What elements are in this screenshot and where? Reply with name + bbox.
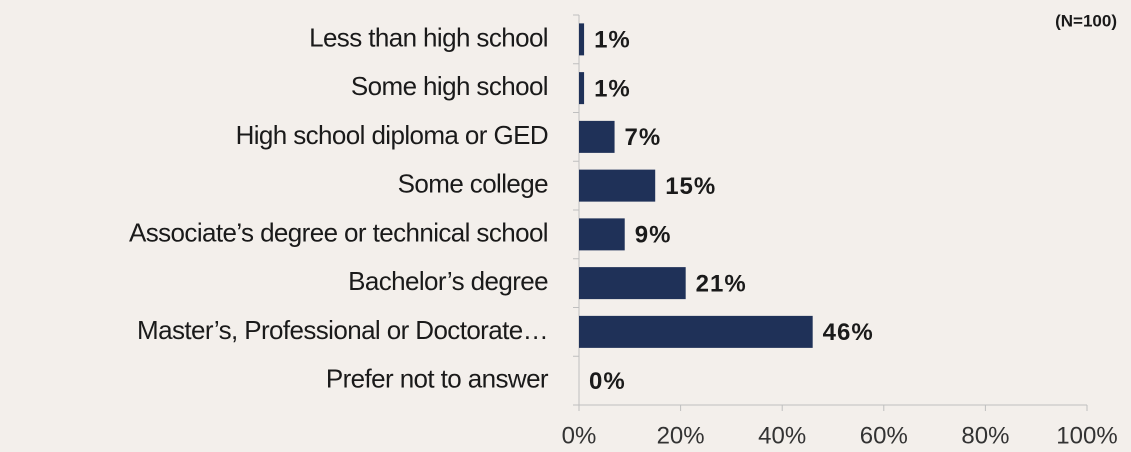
x-tick-label: 0% (562, 422, 597, 449)
value-label: 9% (635, 222, 672, 249)
category-label: Master’s, Professional or Doctorate… (137, 315, 548, 345)
bar (579, 267, 686, 300)
value-label: 46% (823, 319, 874, 346)
category-label: Associate’s degree or technical school (129, 217, 548, 247)
category-label: Some high school (351, 71, 548, 101)
value-label: 7% (625, 124, 662, 151)
value-label: 1% (594, 27, 631, 54)
bar (579, 218, 625, 251)
value-label: 21% (696, 270, 747, 297)
bar (579, 23, 585, 56)
category-label: Some college (398, 169, 548, 199)
category-label: High school diploma or GED (236, 120, 548, 150)
category-label: Less than high school (309, 22, 548, 52)
x-tick-label: 60% (860, 422, 908, 449)
category-label: Bachelor’s degree (348, 266, 548, 296)
bar (579, 169, 656, 202)
bar (579, 315, 813, 348)
category-label: Prefer not to answer (326, 364, 549, 394)
x-tick-label: 100% (1056, 422, 1117, 449)
value-label: 0% (589, 368, 626, 395)
bar (579, 120, 615, 153)
value-label: 1% (594, 75, 631, 102)
x-tick-label: 40% (758, 422, 806, 449)
bar (579, 72, 585, 105)
x-tick-label: 20% (657, 422, 705, 449)
x-tick-label: 80% (961, 422, 1009, 449)
annotation: (N=100) (1055, 11, 1117, 30)
value-label: 15% (665, 173, 716, 200)
